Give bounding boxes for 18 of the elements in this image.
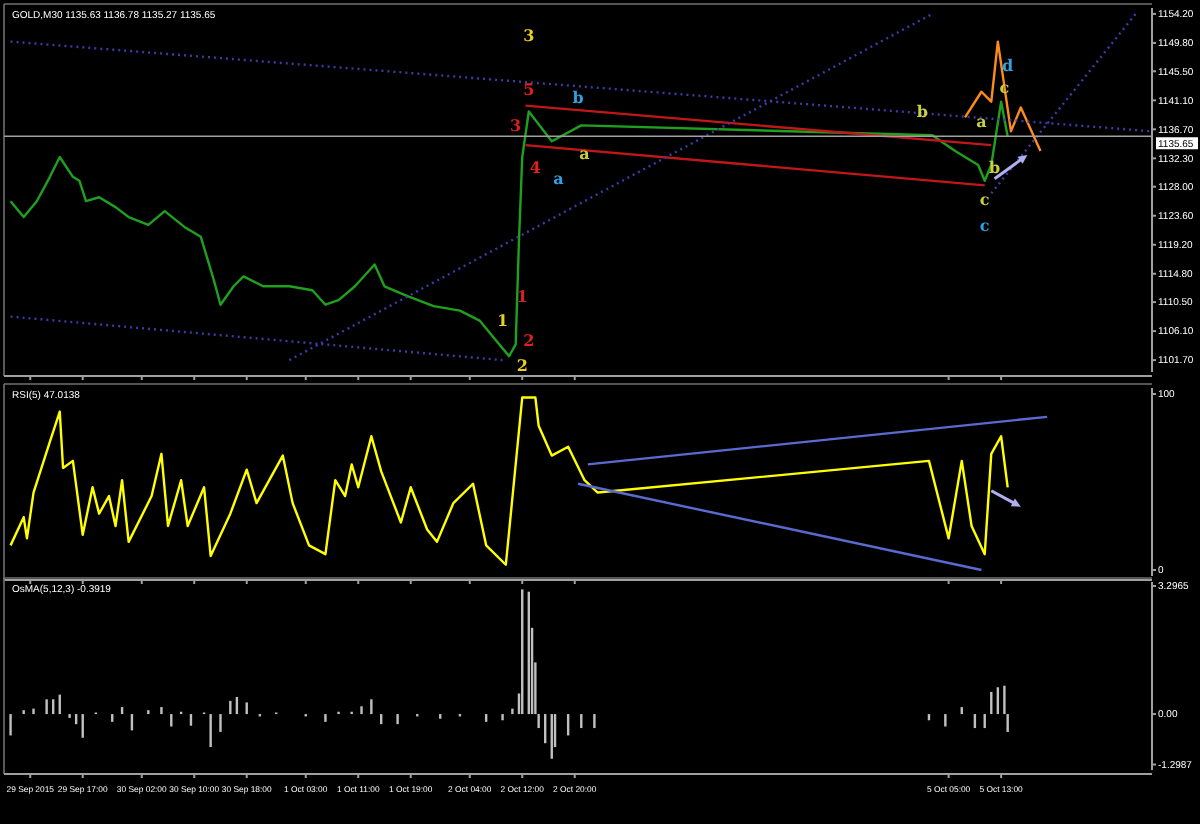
line-series <box>9 100 1009 358</box>
annotation: 1 <box>496 310 509 331</box>
annotation: c <box>979 188 990 209</box>
annotation: b <box>916 101 929 122</box>
annotation: 2 <box>516 355 528 376</box>
annotation: 5 <box>523 78 535 99</box>
annotation: 2 <box>523 329 535 350</box>
annotation: a <box>976 111 987 132</box>
annotation: 1 <box>516 285 528 306</box>
annotation: 3 <box>523 25 536 46</box>
annotation: c <box>979 214 990 235</box>
line-series <box>9 396 1009 566</box>
annotation: d <box>1002 54 1015 75</box>
annotation: 4 <box>529 156 542 177</box>
annotation: a <box>553 168 564 189</box>
line-series <box>963 40 1042 153</box>
annotation: b <box>572 87 585 108</box>
annotation: 3 <box>510 114 523 135</box>
